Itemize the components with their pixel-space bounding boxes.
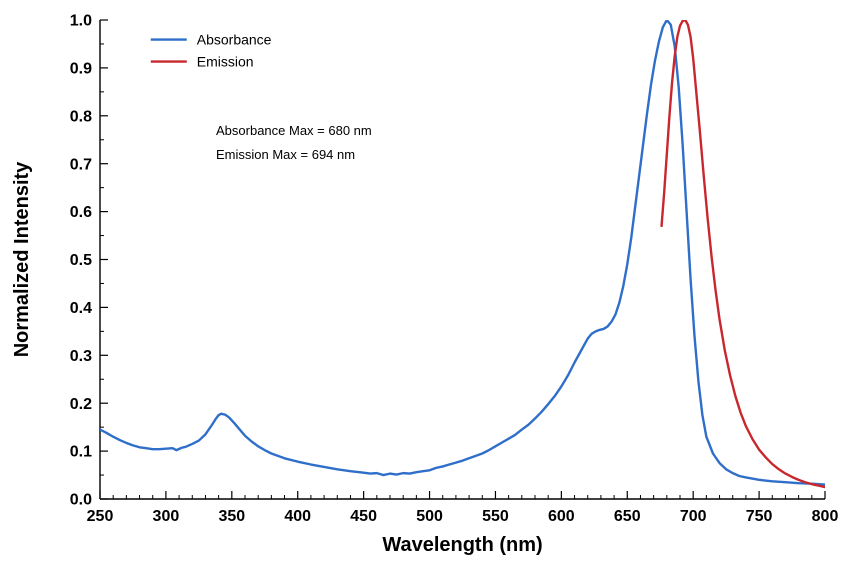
y-tick-label: 0.0 [70,492,92,509]
y-tick-label: 0.9 [70,61,92,78]
x-tick-label: 400 [284,508,311,525]
annotation-text: Emission Max = 694 nm [216,147,355,162]
legend-label: Absorbance [197,31,272,47]
y-tick-label: 0.6 [70,204,92,221]
y-tick-label: 0.7 [70,156,92,173]
spectrum-chart: 250 300 350 400 450 500 550 600 650 700 750 800 0.0 0… [0,0,845,569]
x-axis-label: Wavelength (nm) [382,534,542,556]
legend-label: Emission [197,53,254,69]
x-tick-label: 300 [153,508,180,525]
y-axis-label: Normalized Intensity [11,161,33,357]
x-tick-label: 550 [482,508,509,525]
x-tick-label: 250 [87,508,114,525]
y-tick-label: 0.4 [70,300,92,317]
y-tick-label: 1.0 [70,13,92,30]
x-tick-label: 800 [812,508,839,525]
chart-svg: 250 300 350 400 450 500 550 600 650 700 750 800 0.0 0… [0,0,845,569]
x-tick-label: 750 [746,508,773,525]
y-tick-label: 0.2 [70,396,92,413]
y-tick-label: 0.3 [70,348,92,365]
x-tick-label: 650 [614,508,641,525]
x-tick-label: 700 [680,508,707,525]
x-tick-label: 450 [350,508,377,525]
chart-background [0,0,845,569]
x-tick-label: 350 [218,508,245,525]
y-tick-label: 0.8 [70,108,92,125]
y-tick-label: 0.1 [70,444,92,461]
y-tick-label: 0.5 [70,252,92,269]
x-tick-label: 600 [548,508,575,525]
x-tick-label: 500 [416,508,443,525]
annotation-text: Absorbance Max = 680 nm [216,123,372,138]
